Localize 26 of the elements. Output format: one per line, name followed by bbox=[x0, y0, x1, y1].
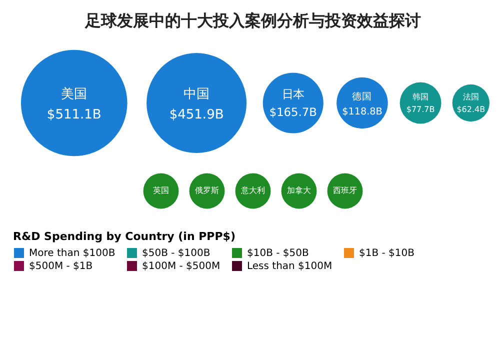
data-label: $511.1B bbox=[46, 108, 102, 123]
data-label: $165.7B bbox=[269, 105, 317, 120]
legend-label: $50B - $100B bbox=[142, 248, 210, 259]
legend-label: $100M - $500M bbox=[142, 261, 220, 272]
category-label: 德国 bbox=[352, 91, 372, 102]
data-label: $62.4B bbox=[456, 105, 486, 114]
legend-label: $1B - $10B bbox=[359, 248, 415, 259]
category-label: 日本 bbox=[282, 87, 304, 102]
legend-label: Less than $100M bbox=[247, 261, 332, 272]
legend-label: $10B - $50B bbox=[247, 248, 309, 259]
legend-label: More than $100B bbox=[29, 248, 116, 259]
category-label: 俄罗斯 bbox=[195, 186, 219, 195]
category-label: 中国 bbox=[184, 86, 210, 102]
data-label: $451.9B bbox=[169, 108, 224, 123]
category-label: 韩国 bbox=[412, 92, 429, 102]
category-label: 西班牙 bbox=[333, 186, 357, 195]
category-label: 英国 bbox=[153, 186, 169, 195]
category-label: 法国 bbox=[462, 92, 479, 102]
text: 足球发展中的十大投入案例分析与投资效益探讨 bbox=[84, 11, 421, 30]
category-label: 意大利 bbox=[240, 186, 265, 195]
category-label: 加拿大 bbox=[287, 186, 311, 195]
data-label: $77.7B bbox=[406, 105, 435, 114]
legend-label: $500M - $1B bbox=[29, 261, 93, 272]
category-label: 美国 bbox=[61, 86, 88, 102]
legend-title: R&D Spending by Country (in PPP$) bbox=[13, 230, 236, 243]
data-label: $118.8B bbox=[342, 106, 382, 118]
